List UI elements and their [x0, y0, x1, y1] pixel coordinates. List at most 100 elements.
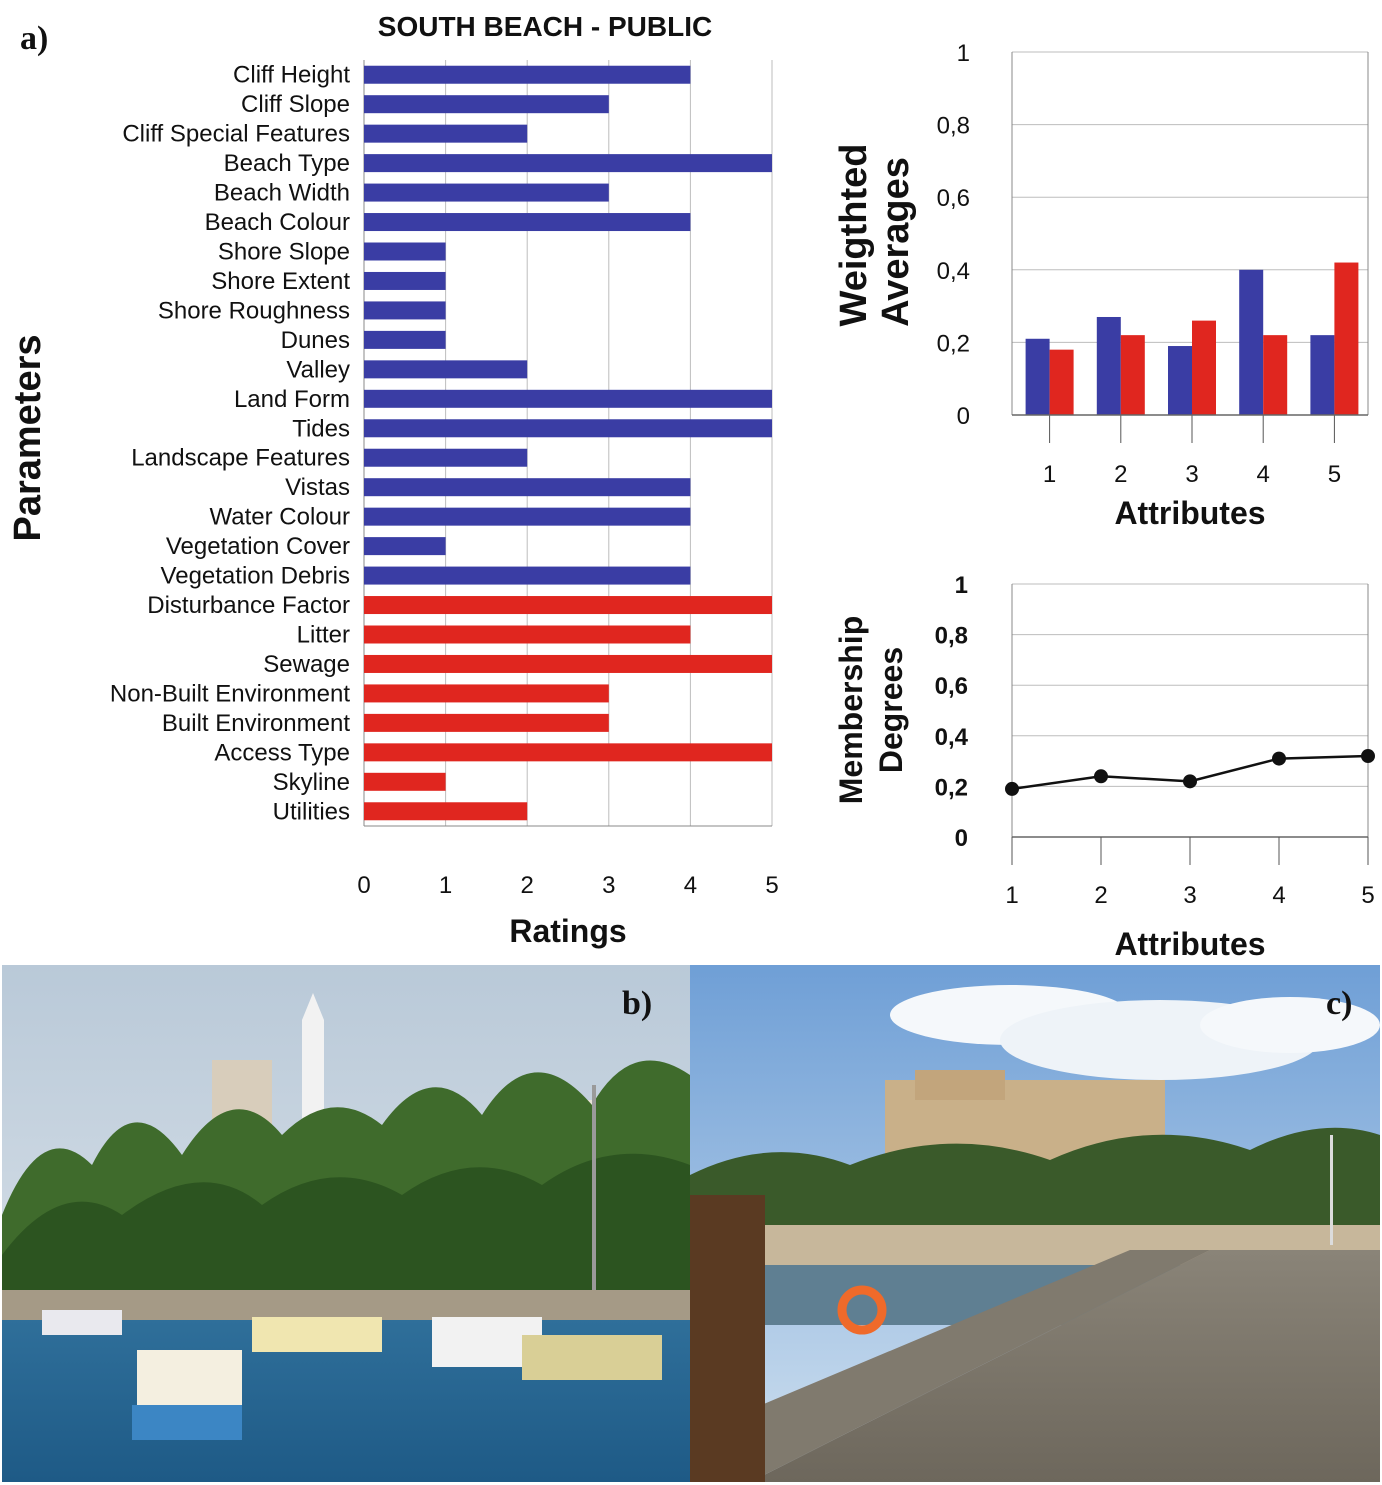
membership-x-tick-label: 4 [1272, 882, 1285, 909]
photo-hotel-beach-pier [690, 965, 1380, 1482]
wavg-x-tick-label: 4 [1257, 461, 1270, 488]
photo-public-beach-boats [2, 965, 690, 1482]
ratings-x-tick-label: 2 [521, 872, 534, 899]
ratings-bar [364, 478, 691, 497]
ratings-bar [364, 95, 609, 114]
wavg-y-tick-label: 0,2 [937, 330, 970, 357]
ratings-bar [364, 213, 691, 232]
membership-x-tick-label: 2 [1094, 882, 1107, 909]
ratings-category-label: Tides [292, 415, 350, 442]
wavg-bar [1168, 346, 1192, 415]
wavg-y-axis-title-line1: Weigthted [833, 144, 875, 327]
membership-x-tick-label: 3 [1183, 882, 1196, 909]
ratings-category-label: Water Colour [210, 504, 350, 531]
wavg-bar [1263, 335, 1288, 415]
panel-label-b: b) [622, 985, 653, 1022]
ratings-bar [364, 419, 772, 438]
ratings-bar [364, 271, 446, 290]
membership-y-tick-label: 0,6 [935, 673, 968, 700]
membership-y-tick-label: 0 [955, 825, 968, 852]
wavg-y-tick-label: 0 [957, 403, 970, 430]
wavg-x-tick-label: 5 [1328, 461, 1341, 488]
panel-label-a: a) [20, 20, 49, 57]
wavg-bar [1310, 335, 1335, 415]
ratings-category-label: Non-Built Environment [110, 680, 350, 707]
membership-y-tick-label: 0,8 [935, 623, 968, 650]
wavg-bar [1334, 262, 1359, 415]
ratings-category-label: Land Form [234, 386, 350, 413]
ratings-bar [364, 596, 772, 615]
ratings-bar [364, 802, 528, 821]
membership-y-tick-label: 1 [955, 572, 968, 599]
ratings-category-label: Valley [286, 356, 350, 383]
ratings-bar [364, 566, 691, 585]
ratings-x-tick-label: 3 [602, 872, 615, 899]
ratings-bar [364, 772, 446, 791]
wavg-y-tick-label: 0,4 [937, 258, 970, 285]
ratings-category-label: Litter [297, 622, 350, 649]
ratings-bar [364, 537, 446, 556]
ratings-category-label: Beach Colour [205, 209, 350, 236]
membership-point [1361, 749, 1375, 764]
wavg-x-tick-label: 3 [1185, 461, 1198, 488]
ratings-bar [364, 389, 772, 408]
ratings-y-axis-title: Parameters [7, 334, 49, 541]
ratings-category-label: Vistas [285, 474, 350, 501]
membership-y-axis-title-line2: Degrees [873, 647, 909, 773]
ratings-category-label: Shore Slope [218, 239, 350, 266]
ratings-bar [364, 183, 609, 202]
ratings-bar [364, 124, 528, 143]
ratings-x-tick-label: 4 [684, 872, 697, 899]
wavg-x-axis-title: Attributes [1114, 495, 1265, 531]
ratings-category-label: Vegetation Cover [166, 533, 350, 560]
membership-x-tick-label: 5 [1361, 882, 1374, 909]
ratings-bar [364, 154, 772, 173]
ratings-category-label: Shore Extent [211, 268, 350, 295]
ratings-category-label: Cliff Special Features [122, 121, 350, 148]
ratings-category-label: Dunes [281, 327, 350, 354]
ratings-bar [364, 625, 691, 644]
ratings-bar [364, 684, 609, 703]
ratings-category-label: Cliff Slope [241, 91, 350, 118]
ratings-category-label: Disturbance Factor [147, 592, 350, 619]
ratings-x-tick-label: 5 [765, 872, 778, 899]
wavg-x-tick-label: 1 [1043, 461, 1056, 488]
membership-point [1272, 751, 1286, 766]
wavg-bar [1192, 320, 1216, 415]
ratings-category-label: Beach Width [214, 180, 350, 207]
membership-point [1005, 781, 1019, 796]
membership-point [1183, 774, 1197, 789]
wavg-bar [1049, 349, 1074, 415]
ratings-title: SOUTH BEACH - PUBLIC [378, 11, 712, 42]
membership-y-axis-title-line1: Membership [833, 616, 869, 804]
membership-point [1094, 769, 1108, 784]
wavg-x-tick-label: 2 [1114, 461, 1127, 488]
ratings-category-label: Vegetation Debris [161, 563, 350, 590]
wavg-y-tick-label: 1 [957, 40, 970, 67]
ratings-bar [364, 360, 528, 379]
wavg-y-tick-label: 0,6 [937, 185, 970, 212]
membership-y-tick-label: 0,4 [935, 724, 969, 751]
ratings-category-label: Sewage [263, 651, 350, 678]
ratings-x-tick-label: 1 [439, 872, 452, 899]
ratings-category-label: Shore Roughness [158, 297, 350, 324]
ratings-x-axis-title: Ratings [509, 913, 626, 949]
ratings-bar [364, 507, 691, 526]
panel-label-c: c) [1326, 985, 1353, 1022]
ratings-bar [364, 330, 446, 349]
ratings-bar [364, 743, 772, 762]
wavg-y-tick-label: 0,8 [937, 113, 970, 140]
ratings-bar [364, 654, 772, 673]
wavg-bar [1096, 316, 1121, 415]
membership-x-axis-title: Attributes [1114, 926, 1265, 962]
ratings-category-label: Beach Type [224, 150, 350, 177]
ratings-bar [364, 301, 446, 320]
ratings-bar [364, 65, 691, 84]
ratings-category-label: Built Environment [162, 710, 350, 737]
ratings-category-label: Cliff Height [233, 62, 350, 89]
wavg-y-axis-title-line2: Averages [875, 157, 917, 327]
ratings-category-label: Skyline [273, 769, 350, 796]
wavg-bar [1120, 335, 1145, 415]
ratings-category-label: Access Type [214, 739, 350, 766]
